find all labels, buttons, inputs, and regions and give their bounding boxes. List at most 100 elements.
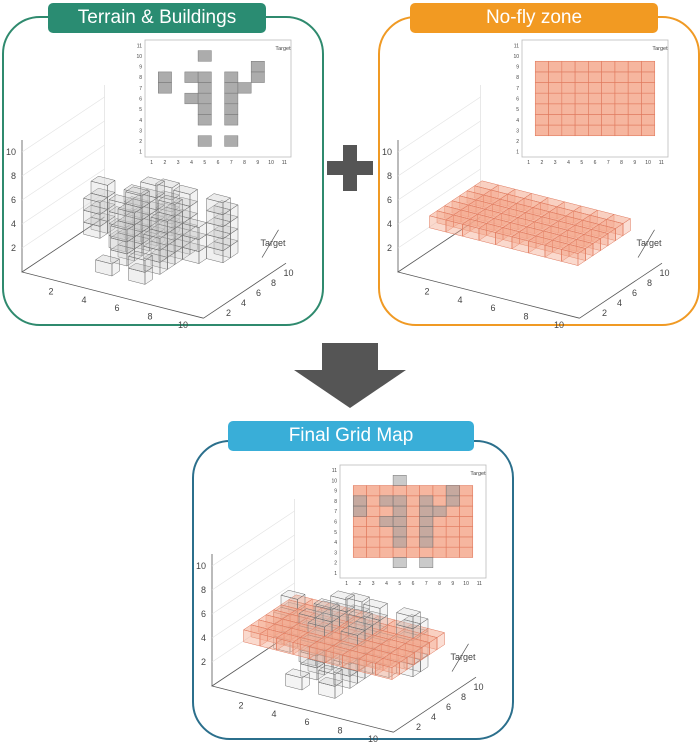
terrain-inset-xtick: 4 [190, 160, 193, 166]
nofly-axis-line [579, 262, 663, 319]
nofly-nofly-cell [627, 103, 642, 115]
final-inset-target: Target [470, 471, 486, 477]
final-nofly-cell [352, 546, 367, 558]
nofly-nofly-cell [561, 82, 576, 94]
nofly-xtick: 10 [554, 320, 564, 330]
nofly-inset-xtick: 2 [541, 160, 544, 166]
final-nofly-cell [459, 505, 474, 517]
terrain-building-cell [197, 92, 212, 105]
final-ytick: 10 [473, 682, 483, 692]
terrain-building-cube [156, 180, 165, 199]
plus-icon [327, 145, 373, 191]
terrain-inset-xtick: 6 [217, 160, 220, 166]
nofly-target-line [637, 229, 655, 258]
final-inset-ytick: 3 [334, 550, 337, 556]
nofly-nofly-cell [601, 114, 616, 126]
nofly-nofly-cell [574, 82, 589, 94]
nofly-nofly-cell [614, 60, 629, 73]
final-building-cell [392, 536, 407, 548]
final-nofly-cell [406, 536, 420, 548]
terrain-ytick: 8 [271, 278, 276, 288]
final-nofly-cell [406, 546, 420, 558]
final-inset-xtick: 6 [412, 581, 415, 587]
nofly-nofly-cell [561, 124, 576, 137]
final-nofly-cell [459, 495, 474, 507]
nofly-ztick: 4 [387, 219, 392, 229]
nofly-nofly-cube [577, 248, 586, 267]
terrain-building-cube [174, 198, 183, 217]
final-axis-line [393, 676, 477, 733]
final-nofly-cell [445, 536, 460, 548]
final-target-label: Target [450, 652, 476, 662]
nofly-nofly-cell [627, 82, 642, 94]
nofly-inset-ytick: 11 [514, 43, 519, 49]
terrain-inset-ytick: 9 [139, 65, 142, 71]
nofly-ztick: 6 [387, 195, 392, 205]
nofly-nofly-cell [614, 103, 629, 115]
nofly-nofly-cell [548, 71, 563, 83]
terrain-inset-xtick: 1 [150, 160, 153, 166]
terrain-building-cube [144, 254, 153, 273]
final-nofly-cell [379, 485, 394, 497]
nofly-grid-line [397, 120, 481, 177]
terrain-ytick: 6 [256, 288, 261, 298]
nofly-nofly-cell [614, 82, 629, 94]
nofly-nofly-cell [641, 124, 656, 137]
terrain-inset-xtick: 3 [177, 160, 180, 166]
terrain-axis-line [203, 262, 287, 319]
nofly-nofly-cell [601, 92, 616, 105]
nofly-inset-xtick: 7 [607, 160, 610, 166]
terrain-grid-line [21, 96, 105, 153]
nofly-nofly-cell [534, 114, 549, 126]
terrain-ztick: 8 [11, 171, 16, 181]
terrain-grid-line [21, 144, 105, 201]
nofly-target-label: Target [636, 238, 662, 248]
final-nofly-cell [459, 516, 474, 527]
final-nofly-cell [379, 526, 394, 538]
nofly-nofly-cell [601, 124, 616, 137]
final-building-cell [419, 516, 434, 527]
nofly-inset-ytick: 7 [516, 86, 519, 92]
terrain-ytick: 4 [241, 298, 246, 308]
nofly-nofly-cell [548, 124, 563, 137]
terrain-building-cell [197, 135, 212, 147]
terrain-inset-ytick: 5 [139, 107, 142, 113]
nofly-nofly-cell [574, 103, 589, 115]
nofly-nofly-cell [534, 71, 549, 83]
final-inset-ytick: 11 [332, 468, 337, 474]
nofly-inset-xtick: 5 [580, 160, 583, 166]
nofly-nofly-cell [548, 92, 563, 105]
nofly-nofly-cell [534, 92, 549, 105]
down-arrow-icon [294, 343, 406, 408]
final-nofly-cube [391, 662, 400, 681]
terrain-title: Terrain & Buildings [48, 3, 266, 33]
terrain-building-cell [197, 103, 212, 115]
terrain-xtick: 2 [48, 286, 53, 296]
nofly-grid-line [397, 168, 481, 225]
terrain-inset-ytick: 2 [139, 139, 142, 145]
final-inset-ytick: 9 [334, 489, 337, 495]
terrain-grid-line [21, 168, 105, 225]
final-nofly-cell [445, 526, 460, 538]
final-inset-xtick: 8 [438, 581, 441, 587]
nofly-nofly-cell [588, 103, 602, 115]
final-building-cell [392, 557, 407, 568]
nofly-inset-ytick: 6 [516, 97, 519, 103]
final-title: Final Grid Map [228, 421, 474, 451]
nofly-nofly-cell [561, 71, 576, 83]
nofly-inset-ytick: 9 [516, 65, 519, 71]
final-nofly-cell [366, 526, 381, 538]
nofly-inset-xtick: 6 [594, 160, 597, 166]
nofly-title: No-fly zone [410, 3, 658, 33]
final-inset-ytick: 7 [334, 509, 337, 515]
final-building-cell [419, 505, 434, 517]
final-nofly-cell [459, 526, 474, 538]
final-nofly-cell [392, 546, 407, 558]
final-nofly-cell [432, 485, 447, 497]
terrain-building-cell [224, 103, 239, 115]
terrain-building-cell [224, 82, 239, 94]
nofly-inset-ytick: 2 [516, 139, 519, 145]
terrain-inset-ytick: 7 [139, 86, 142, 92]
